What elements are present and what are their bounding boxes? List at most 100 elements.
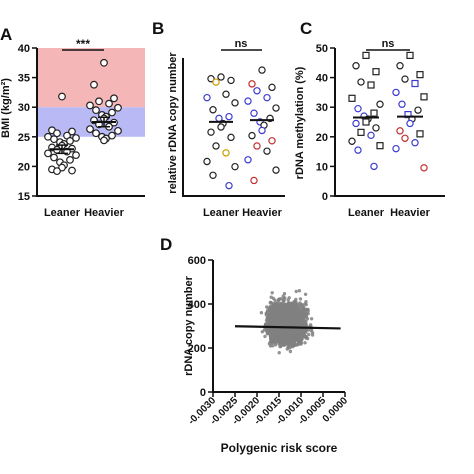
panel-d-ytick-label: 0 bbox=[200, 387, 206, 399]
panel-d-point bbox=[283, 308, 287, 312]
panel-d-point bbox=[303, 302, 307, 306]
panel-c-y-label: rDNA methylation (%) bbox=[294, 66, 306, 179]
panel-c-point bbox=[401, 134, 409, 142]
panel-d-point bbox=[307, 332, 311, 337]
panel-d-point bbox=[281, 319, 285, 323]
panel-c-point bbox=[376, 100, 384, 108]
panel-c-point bbox=[357, 78, 365, 86]
panel-a-point bbox=[86, 101, 94, 110]
panel-d-point bbox=[288, 318, 292, 322]
panel-b-point bbox=[225, 112, 233, 121]
panel-c-ytick-label: 10 bbox=[316, 161, 328, 173]
panel-d-point bbox=[299, 341, 304, 345]
panel-d-point bbox=[266, 328, 270, 332]
panel-c-point bbox=[367, 131, 375, 140]
panel-a-sig-label: *** bbox=[76, 37, 90, 51]
panel-c-point bbox=[411, 79, 419, 88]
panel-d-point bbox=[293, 328, 297, 332]
panel-b-point bbox=[209, 106, 217, 114]
panel-d-point bbox=[298, 297, 303, 301]
panel-a-point bbox=[72, 134, 80, 142]
panel-c-point bbox=[411, 139, 419, 147]
panel-b-sig-label: ns bbox=[235, 38, 248, 50]
panel-b-point bbox=[258, 66, 266, 74]
panel-d-point bbox=[293, 338, 297, 342]
panel-a-point bbox=[68, 127, 76, 136]
panel-a-ytick-label: 35 bbox=[18, 73, 30, 85]
panel-d-point bbox=[280, 341, 284, 345]
panel-d-point bbox=[294, 297, 298, 302]
panel-d-point bbox=[265, 316, 270, 320]
panel-b-point bbox=[272, 166, 280, 174]
panel-d-point bbox=[267, 342, 272, 346]
panel-d-point bbox=[273, 298, 277, 303]
panel-d-point bbox=[282, 331, 287, 335]
panel-c-point bbox=[396, 62, 404, 70]
panel-b-point bbox=[272, 104, 280, 112]
panel-d-point bbox=[270, 330, 274, 334]
panel-b-point bbox=[253, 142, 261, 150]
panel-c-point bbox=[406, 119, 414, 128]
panel-a-point bbox=[86, 125, 94, 134]
panel-d-point bbox=[285, 338, 290, 343]
panel-d-point bbox=[293, 343, 298, 347]
panel-c-ytick-label: 0 bbox=[322, 191, 328, 203]
panel-d-point bbox=[297, 311, 301, 315]
panel-d-point bbox=[303, 341, 307, 345]
panel-d-point bbox=[286, 321, 290, 325]
panel-d-point bbox=[309, 329, 314, 333]
panel-b-point bbox=[207, 74, 215, 83]
panel-c-point bbox=[367, 81, 375, 89]
panel-c-category-label: Heavier bbox=[390, 207, 430, 219]
panel-a-point bbox=[68, 166, 76, 175]
panel-a-point bbox=[53, 167, 61, 176]
panel-a-label: A bbox=[0, 25, 12, 44]
panel-b-point bbox=[253, 87, 261, 95]
panel-d-point bbox=[273, 313, 277, 317]
panel-d-point bbox=[278, 302, 282, 306]
panel-c-point bbox=[348, 137, 356, 145]
panel-b-point bbox=[268, 83, 276, 92]
bmi-band-0 bbox=[37, 48, 145, 108]
panel-b-point bbox=[248, 80, 256, 88]
panel-b-category-label: Leaner bbox=[203, 207, 240, 219]
panel-d-point-cloud bbox=[259, 289, 315, 355]
panel-d-point bbox=[283, 296, 287, 300]
panel-d-point bbox=[267, 309, 272, 313]
panel-d-point bbox=[288, 349, 293, 354]
panel-d-point bbox=[302, 315, 306, 320]
panel-d-ytick-label: 400 bbox=[188, 299, 206, 311]
panel-c-label: C bbox=[300, 19, 312, 38]
panel-d-point bbox=[283, 311, 287, 316]
panel-d-point bbox=[301, 306, 305, 310]
panel-d-point bbox=[290, 341, 294, 345]
panel-d-point bbox=[288, 314, 293, 318]
panel-d-point bbox=[294, 302, 298, 306]
panel-c-point bbox=[354, 146, 362, 154]
panel-d-point bbox=[269, 295, 273, 299]
panel-d-point bbox=[301, 328, 305, 333]
panel-a-point bbox=[108, 108, 116, 117]
panel-c-point bbox=[348, 94, 356, 102]
panel-b-point bbox=[244, 97, 252, 105]
panel-d-point bbox=[276, 315, 280, 319]
panel-b-point bbox=[244, 156, 252, 164]
panel-b-point bbox=[222, 90, 230, 98]
panel-c-point bbox=[372, 124, 380, 132]
panel-b-point bbox=[227, 76, 235, 85]
panel-d-y-label: rDNA copy number bbox=[183, 275, 195, 376]
panel-d-point bbox=[279, 297, 283, 301]
panel-d-point bbox=[260, 330, 264, 334]
panel-c-point bbox=[398, 100, 406, 108]
panel-d-regression-line bbox=[234, 325, 341, 330]
panel-d-point bbox=[263, 334, 267, 339]
panel-d-point bbox=[269, 312, 274, 317]
panel-d-point bbox=[294, 333, 299, 337]
panel-d-point bbox=[286, 298, 290, 302]
panel-b-point bbox=[203, 93, 211, 102]
panel-a-point bbox=[58, 92, 66, 101]
panel-d-point bbox=[259, 311, 264, 315]
panel-d-x-label: Polygenic risk score bbox=[221, 441, 338, 455]
panel-d-point bbox=[298, 304, 303, 308]
